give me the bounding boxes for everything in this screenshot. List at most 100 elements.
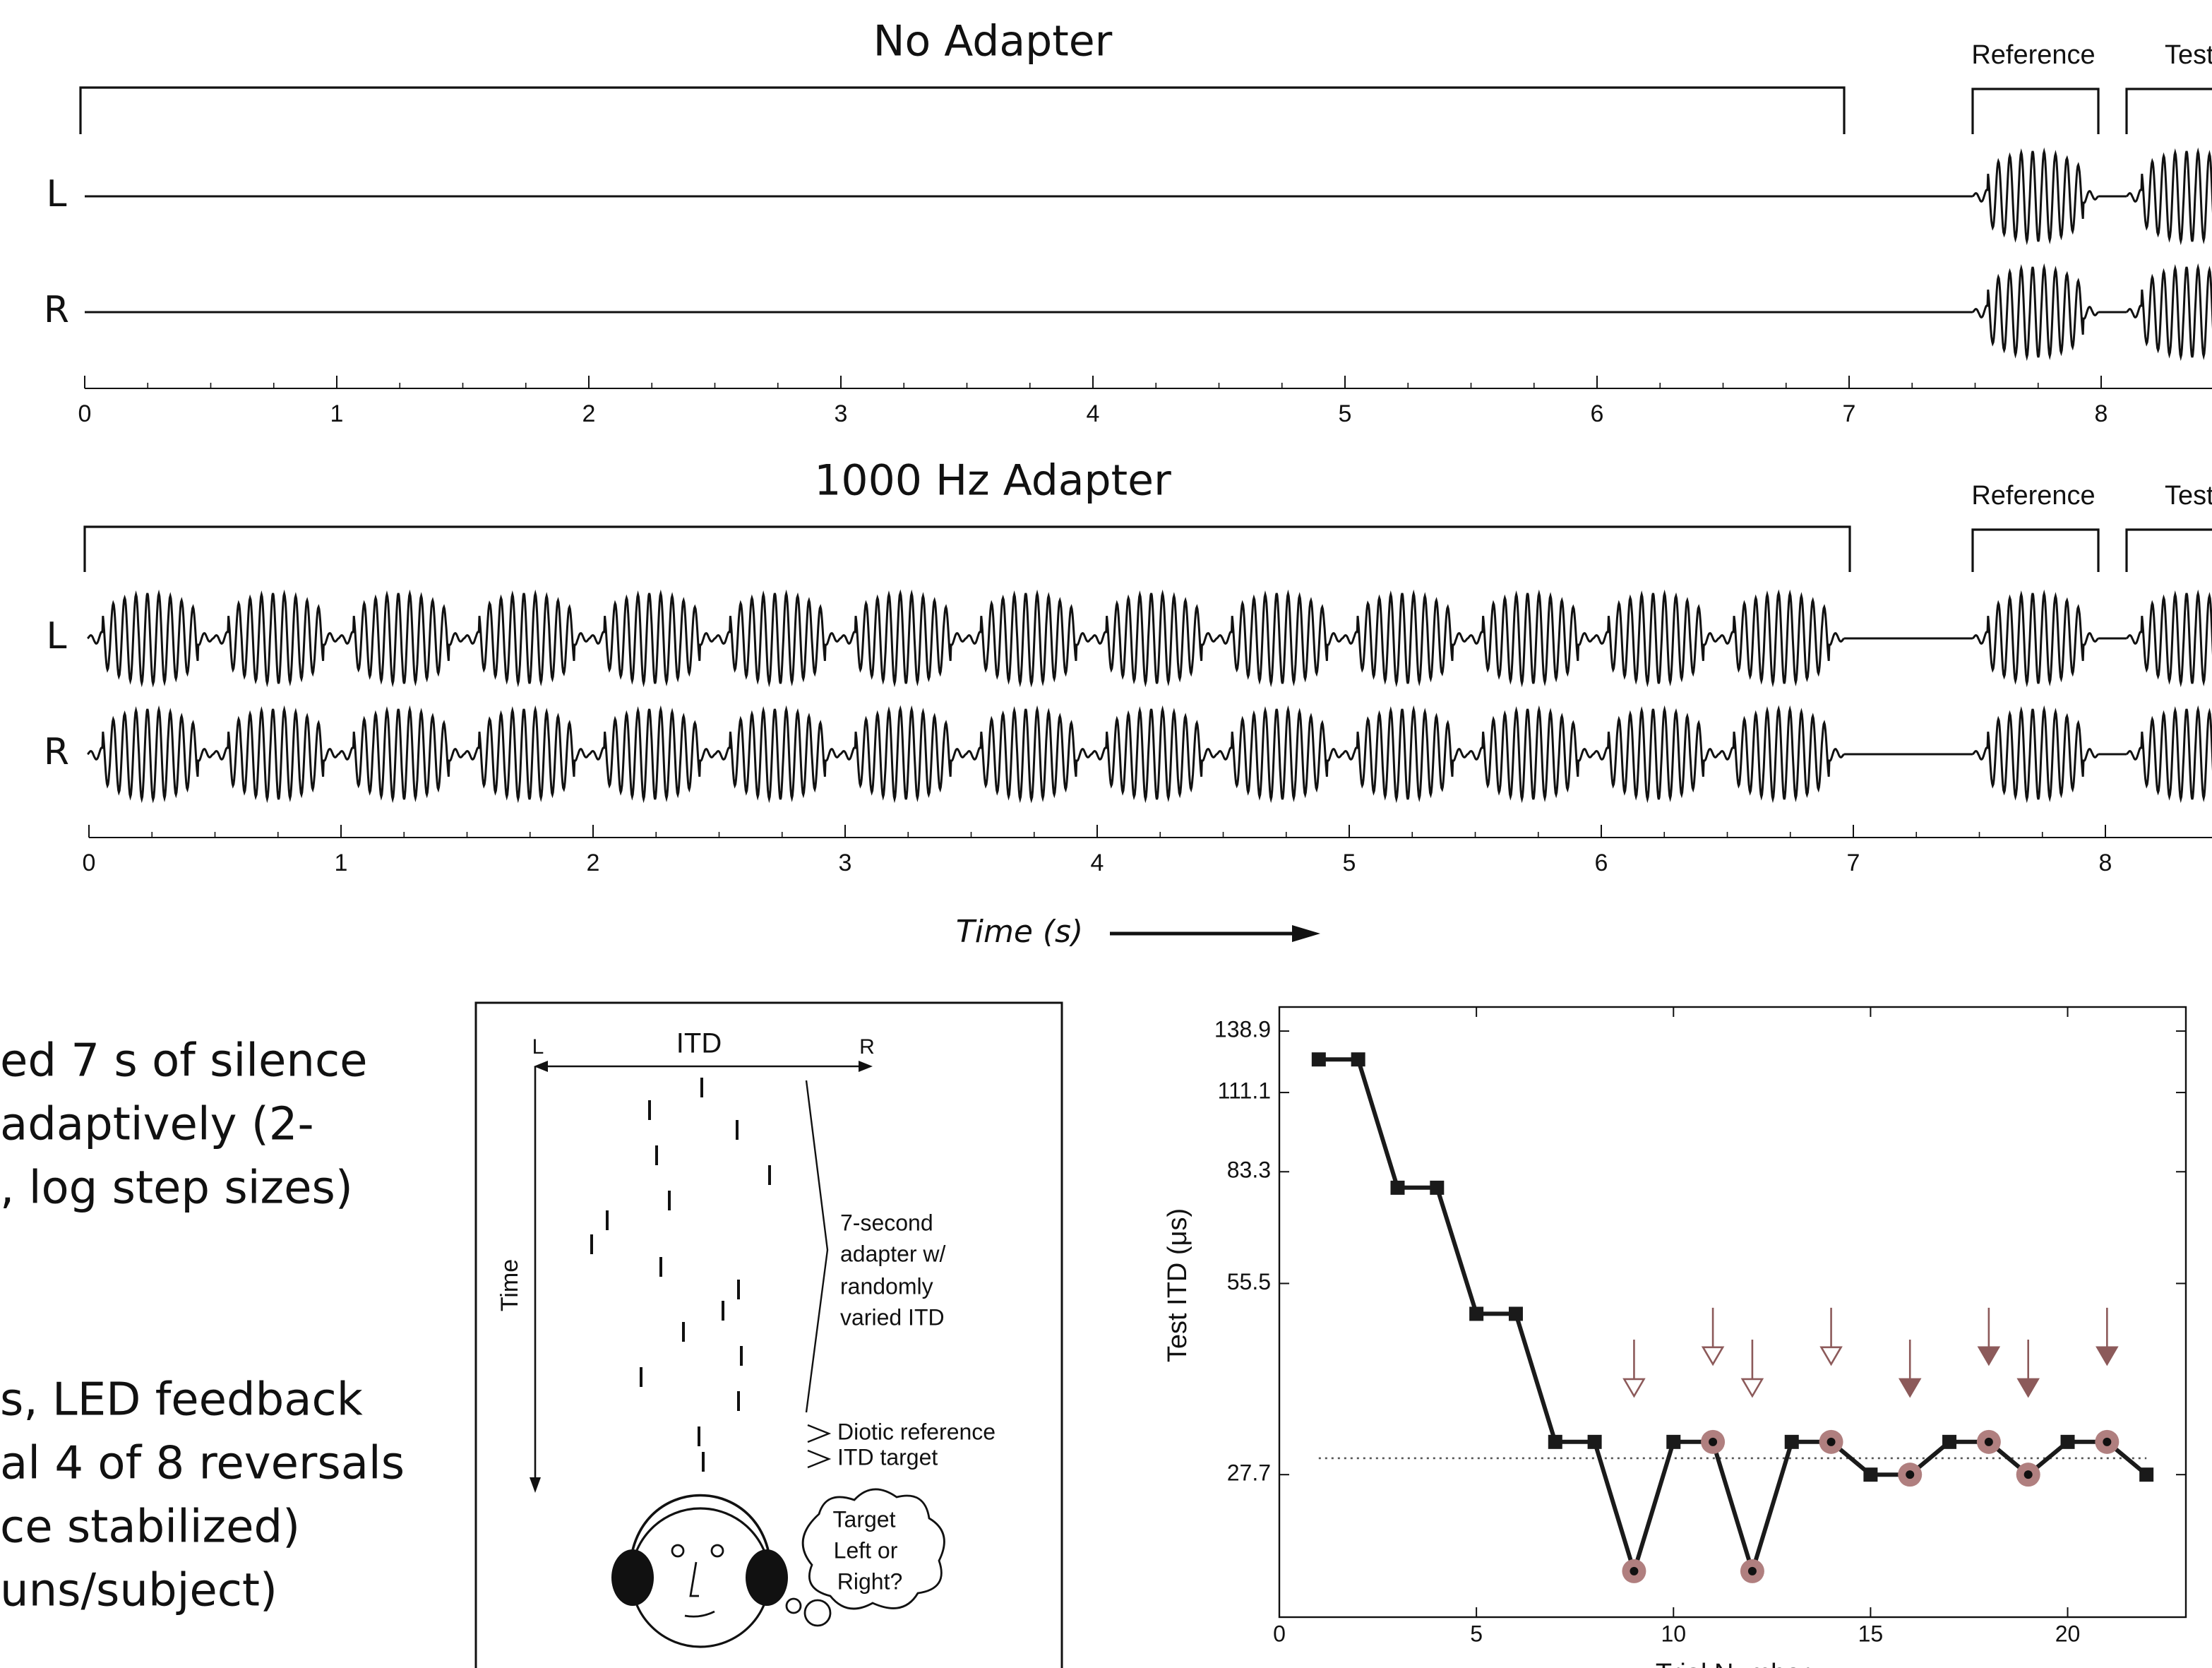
- trial-marker: [1312, 1052, 1326, 1066]
- tick-label: 4: [1087, 400, 1100, 427]
- reversal-dot: [1827, 1438, 1836, 1446]
- channel-label: R: [44, 731, 69, 773]
- tick-label: 0: [78, 400, 92, 427]
- bracket: [1973, 89, 2098, 134]
- tick-label: 5: [1339, 400, 1352, 427]
- brace: [806, 1080, 827, 1412]
- bubble-dot: [787, 1599, 801, 1613]
- trial-marker: [1666, 1435, 1680, 1449]
- reversal-dot: [1985, 1438, 1993, 1446]
- tick-label: 2: [587, 850, 600, 876]
- diagram-left: L: [532, 1035, 544, 1059]
- reversal-dot: [1748, 1567, 1757, 1575]
- reversal-arrow: [2019, 1340, 2038, 1396]
- tick-label: 8: [2099, 850, 2112, 876]
- x-tick-label: 15: [1858, 1621, 1884, 1646]
- y-tick-label: 55.5: [1227, 1269, 1271, 1294]
- y-axis-label: Test ITD (μs): [1163, 1208, 1192, 1362]
- x-tick-label: 0: [1273, 1621, 1286, 1646]
- time-arrow-head: [1292, 925, 1320, 942]
- note-line: randomly: [840, 1273, 933, 1299]
- tick-label: 7: [1847, 850, 1860, 876]
- tick-label: 3: [839, 850, 852, 876]
- time-axis-label: Time (s): [956, 914, 1083, 950]
- trial-marker: [1351, 1052, 1365, 1066]
- adapter-note: 7-second adapter w/ randomly varied ITD: [840, 1210, 946, 1330]
- trial-marker: [2139, 1467, 2153, 1482]
- channel-label: L: [47, 173, 67, 215]
- target-note: ITD target: [837, 1444, 938, 1470]
- reversal-dot: [1906, 1470, 1914, 1479]
- trial-marker: [1588, 1435, 1602, 1449]
- bracket: [2127, 530, 2212, 572]
- x-tick-label: 5: [1470, 1621, 1483, 1646]
- channel-label: L: [47, 615, 67, 657]
- trial-marker: [1430, 1181, 1444, 1195]
- note-line: adapter w/: [840, 1241, 946, 1266]
- diagram-right: R: [859, 1035, 875, 1059]
- tick-label: 7: [1843, 400, 1856, 427]
- waveform: [88, 709, 2212, 799]
- bracket: [1973, 530, 2098, 572]
- trial-marker: [2061, 1435, 2075, 1449]
- staircase-chart: Test ITD (μs) Trial Number 27.7 55.5 83.3 1…: [1163, 1007, 2186, 1668]
- reversal-arrow: [1624, 1340, 1644, 1396]
- tick-label: 6: [1595, 850, 1608, 876]
- text-line: uns/subject): [0, 1565, 277, 1617]
- tick-label: 3: [835, 400, 848, 427]
- panel-title: 1000 Hz Adapter: [814, 456, 1171, 506]
- waveform: [85, 267, 2212, 357]
- text-line: ce stabilized): [0, 1501, 300, 1554]
- bracket: [2127, 89, 2212, 134]
- y-tick-label: 83.3: [1227, 1157, 1271, 1183]
- plot-frame: [1279, 1007, 2186, 1617]
- reversal-arrow: [1979, 1308, 1999, 1364]
- diagram: L ITD R Time 7-second adapter w/ randoml…: [476, 1003, 1062, 1668]
- channel-label: R: [44, 289, 69, 331]
- test-label: Test: [2165, 40, 2212, 70]
- diagram-time: Time: [496, 1259, 523, 1311]
- tick-label: 1: [335, 850, 348, 876]
- headphone: [746, 1549, 788, 1606]
- text-line: s, LED feedback: [0, 1374, 363, 1426]
- trial-marker: [1548, 1435, 1562, 1449]
- text-line: al 4 of 8 reversals: [0, 1438, 405, 1490]
- reversal-arrow: [1703, 1308, 1723, 1364]
- panel-title: No Adapter: [873, 17, 1113, 66]
- bubble-line: Right?: [837, 1568, 903, 1594]
- tick-label: 0: [83, 850, 96, 876]
- y-tick-label: 27.7: [1227, 1460, 1271, 1486]
- method-text: ed 7 s of silence adaptively (2- , log s…: [0, 1035, 405, 1617]
- reference-label: Reference: [1971, 40, 2095, 70]
- waveform: [88, 593, 2212, 684]
- bubble-line: Left or: [834, 1537, 898, 1563]
- tick-label: 1: [330, 400, 344, 427]
- text-line: ed 7 s of silence: [0, 1035, 368, 1088]
- reversal-arrow: [1822, 1308, 1841, 1364]
- reversal-dot: [2024, 1470, 2033, 1479]
- itd-ticks: [592, 1078, 770, 1472]
- bubble-dot: [805, 1600, 830, 1626]
- time-arrow-head: [530, 1477, 541, 1493]
- headphone: [611, 1549, 654, 1606]
- x-tick-label: 20: [2055, 1621, 2081, 1646]
- reversal-arrow: [1900, 1340, 1920, 1396]
- diagram-itd: ITD: [676, 1028, 722, 1059]
- reversal-arrow: [1742, 1340, 1762, 1396]
- trial-marker: [1942, 1435, 1956, 1449]
- page: { "panels": [ {"title": "No Adapter", "r…: [0, 0, 2212, 1668]
- trial-marker: [1469, 1306, 1483, 1321]
- bubble-line: Target: [833, 1506, 896, 1532]
- trial-marker: [1390, 1181, 1404, 1195]
- y-tick-label: 111.1: [1218, 1078, 1271, 1104]
- trial-marker: [1509, 1306, 1523, 1321]
- tick-label: 2: [582, 400, 596, 427]
- reversal-dot: [1630, 1567, 1638, 1575]
- tick-label: 5: [1343, 850, 1356, 876]
- reference-note: Diotic reference: [837, 1419, 996, 1444]
- pointer: [808, 1425, 829, 1467]
- test-label: Test: [2165, 481, 2212, 511]
- reversal-dot: [1709, 1438, 1717, 1446]
- x-axis-label: Trial Number: [1656, 1659, 1810, 1668]
- figure: No Adapter 1000 Hz Adapter Reference Tes…: [0, 0, 2212, 1668]
